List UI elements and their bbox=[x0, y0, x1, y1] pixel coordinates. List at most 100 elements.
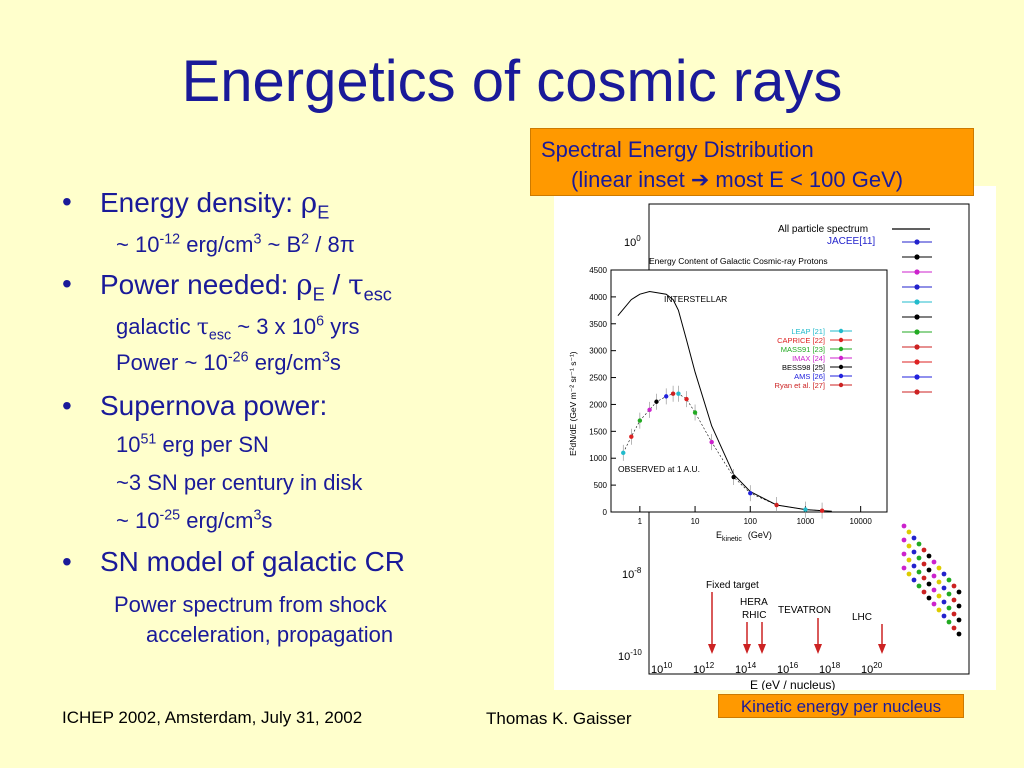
main-x-ticks: 1010 1012 1014 1016 1018 1020 bbox=[651, 661, 883, 676]
text: erg/cm bbox=[180, 232, 254, 257]
inset-x-tick-label: 100 bbox=[744, 517, 758, 526]
bullet-sn-model: • SN model of galactic CR bbox=[62, 546, 406, 578]
high-energy-point bbox=[911, 563, 917, 569]
cosmic-ray-spectrum-figure: 100 10-8 10-10 1010 1012 1014 1016 1018 1020 … bbox=[554, 186, 996, 692]
tick-base: 10 bbox=[777, 664, 789, 676]
high-energy-point bbox=[936, 607, 942, 613]
main-x-tick: 1012 bbox=[693, 661, 715, 676]
interstellar-label: INTERSTELLAR bbox=[664, 294, 727, 304]
high-energy-point bbox=[941, 585, 947, 591]
tick-base: 10 bbox=[819, 664, 831, 676]
high-energy-point bbox=[951, 583, 957, 589]
inset-x-tick-label: 10 bbox=[691, 517, 700, 526]
inset-y-tick-label: 0 bbox=[603, 508, 608, 517]
inset-y-tick-label: 4000 bbox=[589, 293, 607, 302]
sup: -25 bbox=[159, 507, 181, 524]
tick-exp: 12 bbox=[705, 661, 714, 670]
high-energy-point bbox=[936, 565, 942, 571]
observed-point bbox=[654, 399, 659, 404]
high-energy-point bbox=[946, 577, 952, 583]
high-energy-point bbox=[906, 529, 912, 535]
rho-symbol: ρ bbox=[300, 186, 318, 219]
marker-point bbox=[914, 269, 920, 275]
inset-legend-marker bbox=[838, 328, 844, 334]
text: s bbox=[261, 508, 273, 533]
tick-base: 10 bbox=[651, 664, 663, 676]
bullet-marker: • bbox=[62, 186, 72, 217]
sup: 3 bbox=[253, 231, 262, 248]
main-ytick-top: 100 bbox=[624, 234, 641, 249]
sup: 3 bbox=[253, 507, 262, 524]
text: / 8π bbox=[309, 232, 355, 257]
high-energy-point bbox=[926, 553, 932, 559]
text: / bbox=[324, 269, 349, 300]
text: erg/cm bbox=[248, 350, 322, 375]
inset-title: Energy Content of Galactic Cosmic-ray Pr… bbox=[649, 256, 828, 266]
observed-point bbox=[676, 391, 681, 396]
high-energy-point bbox=[941, 613, 947, 619]
tau-symbol: τ bbox=[196, 315, 209, 340]
footer-author: Thomas K. Gaisser bbox=[486, 709, 632, 728]
legend-all-particle: All particle spectrum bbox=[778, 224, 868, 235]
marker-point bbox=[914, 254, 920, 260]
page-title: Energetics of cosmic rays bbox=[181, 49, 843, 114]
tau-symbol: τ bbox=[348, 268, 364, 301]
observed-point bbox=[670, 391, 676, 396]
inset-y-tick-label: 500 bbox=[594, 481, 608, 490]
main-x-label: E (eV / nucleus) bbox=[750, 678, 835, 690]
inset-legend-label: CAPRICE [22] bbox=[777, 336, 825, 345]
inset-x-label: Ekinetic (GeV) bbox=[716, 530, 772, 543]
text: (linear inset bbox=[571, 167, 691, 192]
observed-point bbox=[647, 407, 652, 413]
high-energy-point bbox=[926, 595, 932, 601]
sup: 51 bbox=[140, 431, 157, 448]
tick-exp: 10 bbox=[663, 661, 672, 670]
tick-base: 10 bbox=[693, 664, 705, 676]
text: 10 bbox=[116, 432, 141, 457]
inset-y-label: E²dN/dE (GeV m⁻² sr⁻¹ s⁻¹) bbox=[568, 351, 578, 456]
observed-point bbox=[803, 507, 808, 512]
accelerator-arrow-head bbox=[743, 644, 751, 654]
bullet-text: SN model of galactic CR bbox=[100, 546, 406, 577]
marker-point bbox=[914, 314, 920, 320]
text: erg/cm bbox=[180, 508, 254, 533]
inset-legend-label: AMS [26] bbox=[794, 372, 825, 381]
high-energy-point bbox=[946, 605, 952, 611]
right-arrow-icon: ➔ bbox=[690, 167, 710, 192]
high-energy-point bbox=[921, 589, 927, 595]
subscript: E bbox=[317, 202, 330, 223]
observed-point bbox=[748, 490, 753, 496]
high-energy-point bbox=[926, 581, 932, 587]
box-line-2: (linear inset ➔ most E < 100 GeV) bbox=[571, 167, 903, 193]
inset-y-tick-label: 4500 bbox=[589, 266, 607, 275]
high-energy-point bbox=[921, 575, 927, 581]
sn-model-line1: Power spectrum from shock bbox=[114, 592, 387, 617]
inset-y-tick-label: 1000 bbox=[589, 454, 607, 463]
high-energy-point bbox=[931, 573, 937, 579]
marker-point bbox=[914, 359, 920, 365]
observed-point bbox=[731, 474, 736, 480]
main-x-tick: 1010 bbox=[651, 661, 673, 676]
inset-frame bbox=[610, 269, 888, 513]
high-energy-point bbox=[901, 551, 907, 557]
marker-point bbox=[914, 344, 920, 350]
inset-legend-label: LEAP [21] bbox=[791, 327, 825, 336]
text: erg per SN bbox=[156, 432, 269, 457]
high-energy-point bbox=[956, 589, 962, 595]
high-energy-point bbox=[956, 631, 962, 637]
marker-point bbox=[914, 329, 920, 335]
high-energy-point bbox=[931, 601, 937, 607]
accelerator-arrow-head bbox=[814, 644, 822, 654]
accelerator-markers: Fixed target HERA RHIC TEVATRON LHC bbox=[706, 580, 886, 654]
bullet-energy-density: • Energy density: ρE bbox=[62, 186, 329, 222]
inset-legend: LEAP [21]CAPRICE [22]MASS91 [23]IMAX [24… bbox=[775, 327, 852, 390]
tick-base: 10 bbox=[861, 664, 873, 676]
inset-y-tick-label: 2000 bbox=[589, 400, 607, 409]
marker-point bbox=[914, 284, 920, 290]
main-ytick-bot: 10-10 bbox=[618, 648, 642, 663]
accelerator-arrow-head bbox=[758, 644, 766, 654]
sn-power-line: ~ 10-25 erg/cm3s bbox=[116, 508, 272, 534]
marker-point bbox=[914, 374, 920, 380]
inset-legend-marker bbox=[838, 364, 844, 370]
sn-model-line2: acceleration, propagation bbox=[146, 622, 394, 647]
